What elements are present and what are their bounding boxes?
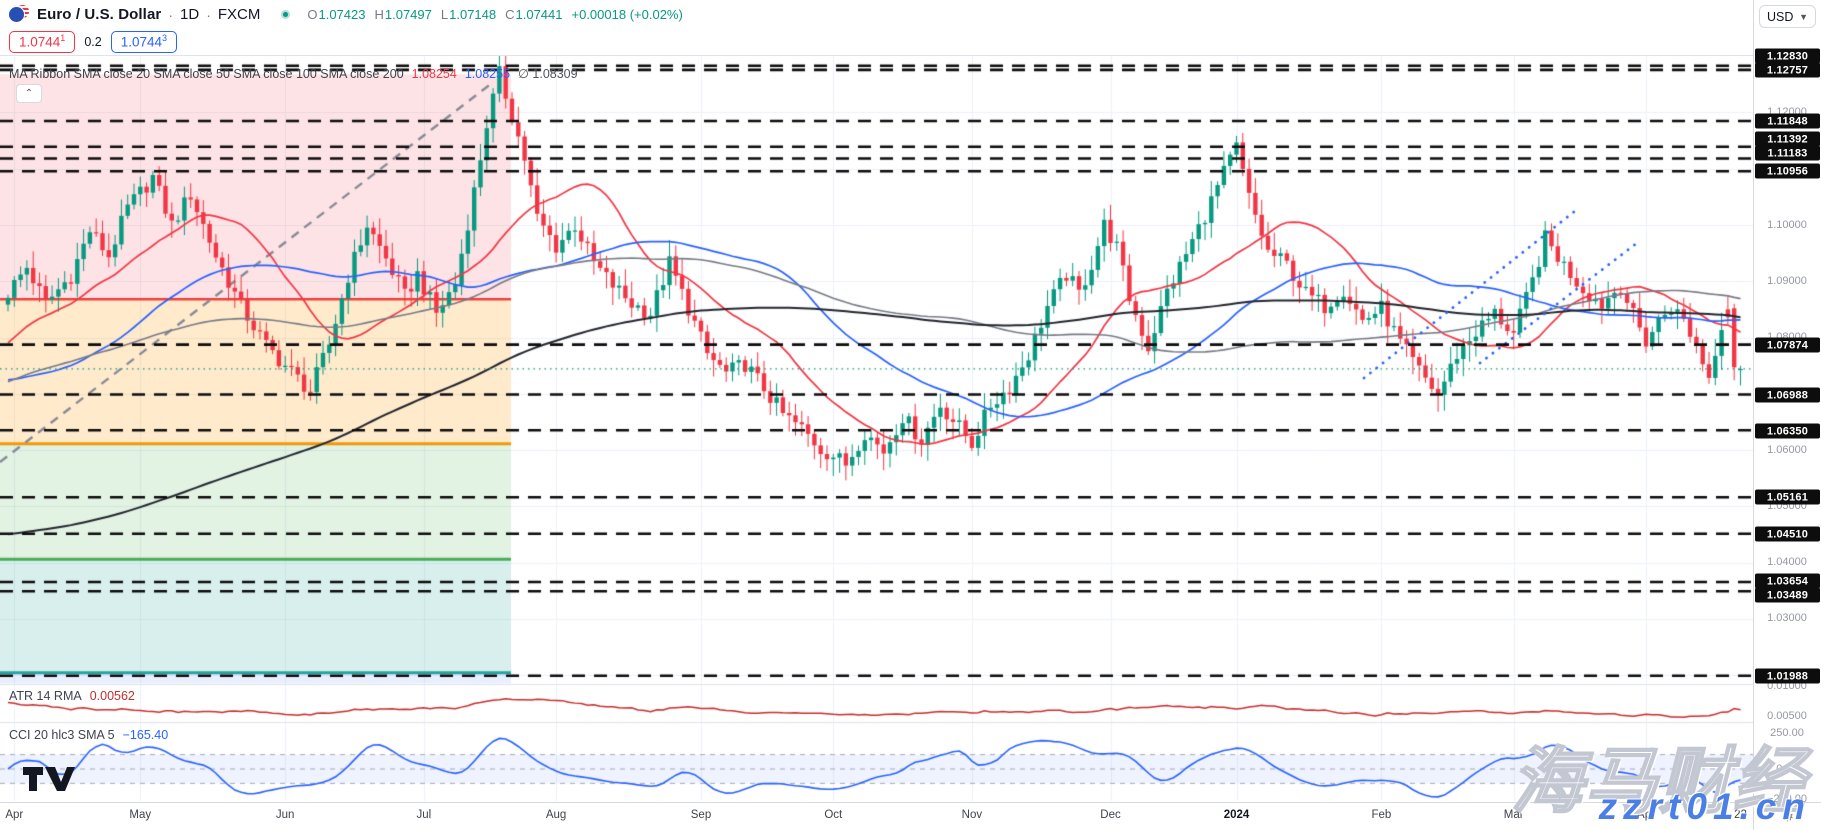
low-label: L [440,7,449,22]
key-level-price-label: 1.11183 [1755,145,1820,161]
close-value: 1.07441 [515,7,563,22]
time-axis-label: May [129,809,152,821]
axis-cci-label: 0.00 [1776,763,1798,775]
time-axis-label: Oct [824,809,843,821]
chevron-down-icon: ▼ [1799,11,1808,22]
time-axis-label: Mar [1503,809,1524,821]
time-axis-label: Apr [5,809,24,821]
sell-button[interactable]: 1.07441 [9,31,76,53]
high-value: 1.07497 [384,7,432,22]
axis-cci-label: 250.00 [1770,727,1804,739]
price-axis[interactable]: USD ▼ 1.120001.100001.090001.080001.0600… [1753,0,1821,805]
ma-ribbon-value-50: 1.08255 [464,67,511,81]
axis-settings-corner: ⚙ [1753,802,1821,830]
key-level-price-label: 1.06988 [1755,387,1820,403]
time-axis-label: Feb [1371,809,1392,821]
axis-price-label: 1.03000 [1767,612,1807,624]
time-axis-label: Nov [961,809,983,821]
axis-price-label: 1.09000 [1767,275,1807,287]
time-axis-label: Aug [545,809,567,821]
time-axis-label: Jul [416,809,432,821]
key-level-price-label: 1.11848 [1755,113,1820,129]
atr-value: 0.00562 [89,689,135,703]
key-level-price-label: 1.07874 [1755,337,1820,353]
ma-ribbon-value-20: 1.08254 [411,67,457,81]
time-axis-label: 22 [1734,809,1747,821]
key-level-price-label: 1.11392 [1755,131,1820,147]
separator: · [168,6,173,23]
cci-legend[interactable]: CCI 20 hlc3 SMA 5 −165.40 [9,728,168,742]
open-label: O [307,7,318,22]
market-status-icon [281,10,291,19]
key-level-price-label: 1.12757 [1755,62,1820,78]
low-value: 1.07148 [449,7,497,22]
timeframe-label[interactable]: 1D [180,6,200,23]
axis-price-label: 1.06000 [1767,444,1807,456]
eurusd-pair-icon [9,4,30,25]
axis-atr-label: 0.00500 [1767,710,1807,722]
high-label: H [374,7,384,22]
currency-label: USD [1767,9,1794,24]
ma-ribbon-value-100: ∅ 1.08309 [518,67,578,81]
gear-icon[interactable]: ⚙ [1781,808,1794,824]
open-value: 1.07423 [318,7,366,22]
key-level-price-label: 1.12830 [1755,48,1820,64]
ohlc-readout: O1.07423 H1.07497 L1.07148 C1.07441 +0.0… [307,7,682,22]
axis-price-label: 1.04000 [1767,556,1807,568]
buy-button[interactable]: 1.07443 [110,31,178,53]
axis-price-label: 1.10000 [1767,219,1807,231]
change-value: +0.00018 (+0.02%) [571,7,683,22]
time-axis-label: Dec [1100,809,1121,821]
key-level-price-label: 1.01988 [1755,668,1820,684]
tradingview-logo[interactable] [22,766,76,792]
key-level-price-label: 1.06350 [1755,423,1820,439]
key-level-price-label: 1.03489 [1755,587,1820,603]
atr-title: ATR 14 RMA [9,689,82,703]
time-axis-label: Jun [275,809,295,821]
time-axis-label: Apr [1637,809,1655,821]
key-level-price-label: 1.04510 [1755,526,1820,542]
separator: · [206,6,211,23]
cci-value: −165.40 [122,728,169,742]
spread-value: 0.2 [84,35,102,49]
symbol-title[interactable]: Euro / U.S. Dollar [37,6,162,23]
time-axis-label: 2024 [1223,809,1250,821]
key-level-price-label: 1.10956 [1755,163,1820,179]
cci-title: CCI 20 hlc3 SMA 5 [9,728,115,742]
key-level-price-label: 1.03654 [1755,573,1820,589]
key-level-price-label: 1.05161 [1755,489,1820,505]
price-chart-canvas[interactable] [0,0,1753,802]
time-axis[interactable]: Apr May Jun Jul Aug Sep Oct Nov Dec 2024 Feb Mar Apr… [0,802,1753,830]
ma-ribbon-title: MA Ribbon SMA close 20 SMA close 50 SMA … [9,67,404,81]
time-axis-label: Sep [690,809,712,821]
atr-legend[interactable]: ATR 14 RMA 0.00562 [9,689,135,703]
currency-selector-button[interactable]: USD ▼ [1759,5,1816,28]
close-label: C [505,7,515,22]
symbol-toolbar: Euro / U.S. Dollar · 1D · FXCM O1.07423 … [0,0,1753,56]
exchange-label[interactable]: FXCM [217,6,261,23]
chevron-up-icon[interactable]: ⌃ [16,84,42,103]
ma-ribbon-legend[interactable]: MA Ribbon SMA close 20 SMA close 50 SMA … [9,66,578,81]
